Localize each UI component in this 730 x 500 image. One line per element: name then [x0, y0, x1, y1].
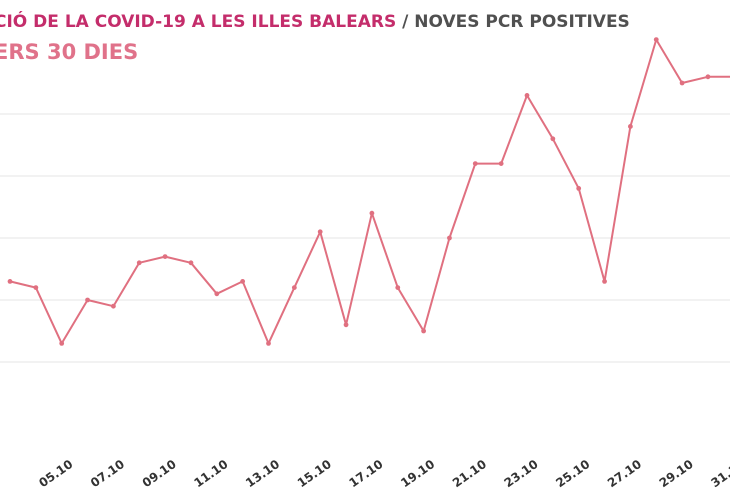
data-point[interactable]	[291, 285, 297, 290]
data-point[interactable]	[240, 279, 246, 284]
data-point[interactable]	[59, 341, 65, 346]
x-tick-label: 05.10	[36, 457, 75, 490]
series-line	[9, 38, 730, 345]
data-point[interactable]	[317, 229, 323, 235]
data-point[interactable]	[705, 74, 711, 80]
chart-subtitle: ERS 30 DIES	[0, 40, 139, 64]
x-tick-label: 31.10	[708, 457, 730, 490]
x-tick-label: 09.10	[140, 457, 179, 490]
x-axis-ticks: 05.10 07.10 09.10 11.10 13.10 15.10 17.10 19.10…	[36, 457, 730, 490]
x-tick-label: 17.10	[346, 457, 385, 490]
series-line-group	[7, 37, 730, 346]
data-point[interactable]	[214, 291, 220, 297]
data-point[interactable]	[162, 254, 168, 259]
title-secondary: NOVES PCR POSITIVES	[414, 12, 630, 32]
data-point[interactable]	[421, 328, 426, 334]
data-point[interactable]	[498, 161, 504, 167]
grid-lines	[0, 113, 730, 363]
title-separator: /	[396, 12, 415, 32]
x-tick-label: 25.10	[553, 457, 592, 490]
x-tick-label: 21.10	[450, 457, 489, 490]
data-point[interactable]	[136, 260, 142, 266]
data-point[interactable]	[33, 285, 39, 290]
title-main: CIÓ DE LA COVID-19 A LES ILLES BALEARS	[0, 12, 397, 32]
data-point[interactable]	[85, 297, 90, 303]
x-tick-label: 27.10	[605, 457, 644, 490]
data-point[interactable]	[472, 161, 478, 167]
data-point[interactable]	[628, 124, 633, 129]
x-tick-label: 15.10	[295, 457, 334, 490]
data-point[interactable]	[602, 279, 607, 284]
data-point[interactable]	[111, 303, 116, 309]
x-tick-label: 23.10	[502, 457, 541, 490]
x-tick-label: 13.10	[243, 457, 282, 490]
data-point[interactable]	[395, 285, 401, 290]
data-point[interactable]	[188, 260, 194, 266]
data-point[interactable]	[653, 37, 659, 42]
chart-title: CIÓ DE LA COVID-19 A LES ILLES BALEARS /…	[0, 11, 630, 33]
data-point[interactable]	[576, 186, 582, 191]
x-tick-label: 11.10	[191, 457, 230, 490]
x-tick-label: 19.10	[398, 457, 437, 490]
data-point[interactable]	[7, 279, 13, 284]
data-point[interactable]	[524, 93, 530, 98]
data-point[interactable]	[266, 341, 271, 346]
x-tick-label: 07.10	[88, 457, 127, 490]
x-tick-label: 29.10	[657, 457, 696, 490]
data-point[interactable]	[343, 322, 349, 328]
data-point[interactable]	[369, 210, 375, 216]
data-point[interactable]	[447, 235, 452, 241]
data-point[interactable]	[679, 80, 685, 86]
data-point[interactable]	[550, 136, 556, 142]
